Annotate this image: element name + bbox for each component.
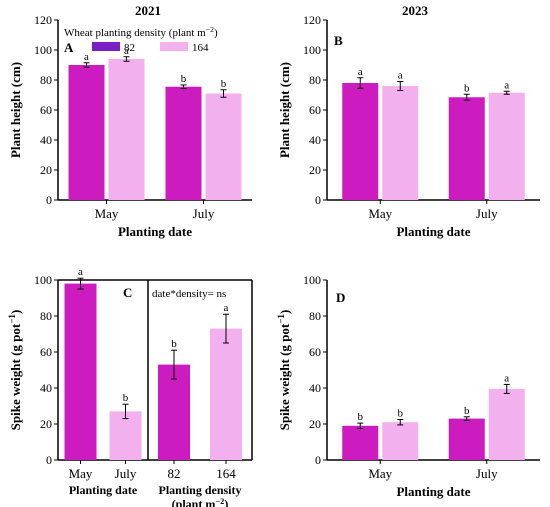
panel-d-y-tick-label: 100 (303, 273, 321, 287)
panel-a-letter: A (64, 40, 74, 55)
year-title-right: 2023 (402, 3, 429, 18)
panel-a-bar (108, 59, 145, 200)
panel-c-x-axis-label: Planting density (158, 483, 241, 497)
panel-c-y-tick-label: 60 (40, 345, 52, 359)
panel-b-category-label: May (368, 206, 392, 221)
panel-a-x-axis-label: Planting date (118, 224, 192, 239)
panel-d-bar (448, 418, 485, 460)
legend-label: 82 (124, 42, 135, 54)
panel-c-x-axis-label-2: (plant m−2) (172, 497, 229, 507)
panel-b-y-tick-label: 0 (315, 193, 321, 207)
panel-a-bar (205, 93, 242, 200)
panel-d-y-tick-label: 60 (309, 345, 321, 359)
panel-c-letter: C (123, 285, 132, 300)
panel-a-category-label: July (193, 206, 215, 221)
panel-c-y-tick-label: 20 (40, 417, 52, 431)
panel-c-bar (210, 328, 242, 460)
panel-c-y-tick-label: 0 (46, 453, 52, 467)
legend-swatch (92, 42, 120, 51)
panel-d-significance-letter: b (464, 405, 470, 417)
panel-b-bar (448, 97, 485, 200)
panel-a-y-tick-label: 120 (34, 13, 52, 27)
panel-b-y-tick-label: 80 (309, 73, 321, 87)
year-title-left: 2021 (135, 3, 161, 18)
panel-a-y-tick-label: 20 (40, 163, 52, 177)
panel-b-significance-letter: b (464, 82, 470, 94)
panel-c-y-axis-label: Spike weight (g pot−1) (7, 310, 23, 431)
panel-b-x-axis-label: Planting date (396, 224, 470, 239)
panel-a-significance-letter: a (84, 51, 89, 63)
panel-c-y-tick-label: 100 (34, 273, 52, 287)
panel-a-y-tick-label: 0 (46, 193, 52, 207)
panel-b-significance-letter: a (398, 70, 403, 82)
panel-d-bar (382, 422, 419, 460)
panel-d-y-tick-label: 80 (309, 309, 321, 323)
panel-c-bar (158, 364, 190, 460)
panel-c-significance-letter: a (78, 266, 83, 278)
panel-a-significance-letter: b (221, 78, 227, 90)
panel-a-y-tick-label: 100 (34, 43, 52, 57)
legend-swatch (160, 42, 188, 51)
panel-a-y-axis-label: Plant height (cm) (8, 62, 23, 158)
panel-c-y-tick-label: 40 (40, 381, 52, 395)
panel-a-bar (165, 86, 202, 200)
panel-d-significance-letter: b (398, 408, 404, 420)
panel-d-significance-letter: a (504, 372, 509, 384)
panel-c-significance-letter: b (123, 392, 129, 404)
panel-a-significance-letter: b (181, 73, 187, 85)
panel-b-letter: B (334, 33, 343, 48)
panel-c-y-tick-label: 80 (40, 309, 52, 323)
panel-d-x-axis-label: Planting date (396, 484, 470, 499)
panel-d-y-tick-label: 20 (309, 417, 321, 431)
panel-b-significance-letter: a (504, 79, 509, 91)
panel-b-category-label: July (476, 206, 498, 221)
panel-d-category-label: July (476, 466, 498, 481)
panel-d-category-label: May (368, 466, 392, 481)
panel-b-bar (382, 86, 419, 200)
panel-c-category-label: 82 (168, 466, 181, 481)
legend-label: 164 (192, 42, 209, 54)
panel-c-significance-letter: b (171, 338, 177, 350)
plots-layer: 0 20 40 60 80 100 120 May a a July b b Planting date P… (7, 13, 540, 507)
panel-a-y-tick-label: 80 (40, 73, 52, 87)
panel-d-letter: D (336, 290, 345, 305)
panel-a-category-label: May (95, 206, 119, 221)
panel-d-bar (342, 425, 379, 460)
panel-d-y-axis-label: Spike weight (g pot−1) (276, 310, 292, 431)
panel-c-category-label: May (69, 466, 93, 481)
panel-a-y-tick-label: 60 (40, 103, 52, 117)
panel-b-bar (342, 83, 379, 200)
panel-c-significance-letter: a (224, 302, 229, 314)
panel-b-y-tick-label: 120 (303, 13, 321, 27)
panel-d-significance-letter: b (358, 411, 364, 423)
panel-a-bar (68, 65, 105, 200)
panel-b-bar (488, 92, 525, 200)
panel-c-category-label: 164 (216, 466, 236, 481)
panel-d-y-tick-label: 0 (315, 453, 321, 467)
panel-a-significance-letter: a (124, 45, 129, 57)
panel-c-category-label: July (115, 466, 137, 481)
panel-b-y-tick-label: 20 (309, 163, 321, 177)
panel-c-bar (109, 411, 142, 460)
panel-d-y-tick-label: 40 (309, 381, 321, 395)
panel-b-y-tick-label: 100 (303, 43, 321, 57)
panel-a-y-tick-label: 40 (40, 133, 52, 147)
panel-b-significance-letter: a (358, 66, 363, 78)
panel-b-y-tick-label: 40 (309, 133, 321, 147)
panel-c-x-axis-label: Planting date (69, 483, 138, 497)
panel-c-bar (64, 283, 97, 460)
panel-b-y-tick-label: 60 (309, 103, 321, 117)
panel-c-annotation: date*density= ns (152, 288, 226, 300)
legend-title: Wheat planting density (plant m−2) (64, 25, 218, 40)
panel-d-bar (488, 388, 525, 460)
panel-b-y-axis-label: Plant height (cm) (277, 62, 292, 158)
